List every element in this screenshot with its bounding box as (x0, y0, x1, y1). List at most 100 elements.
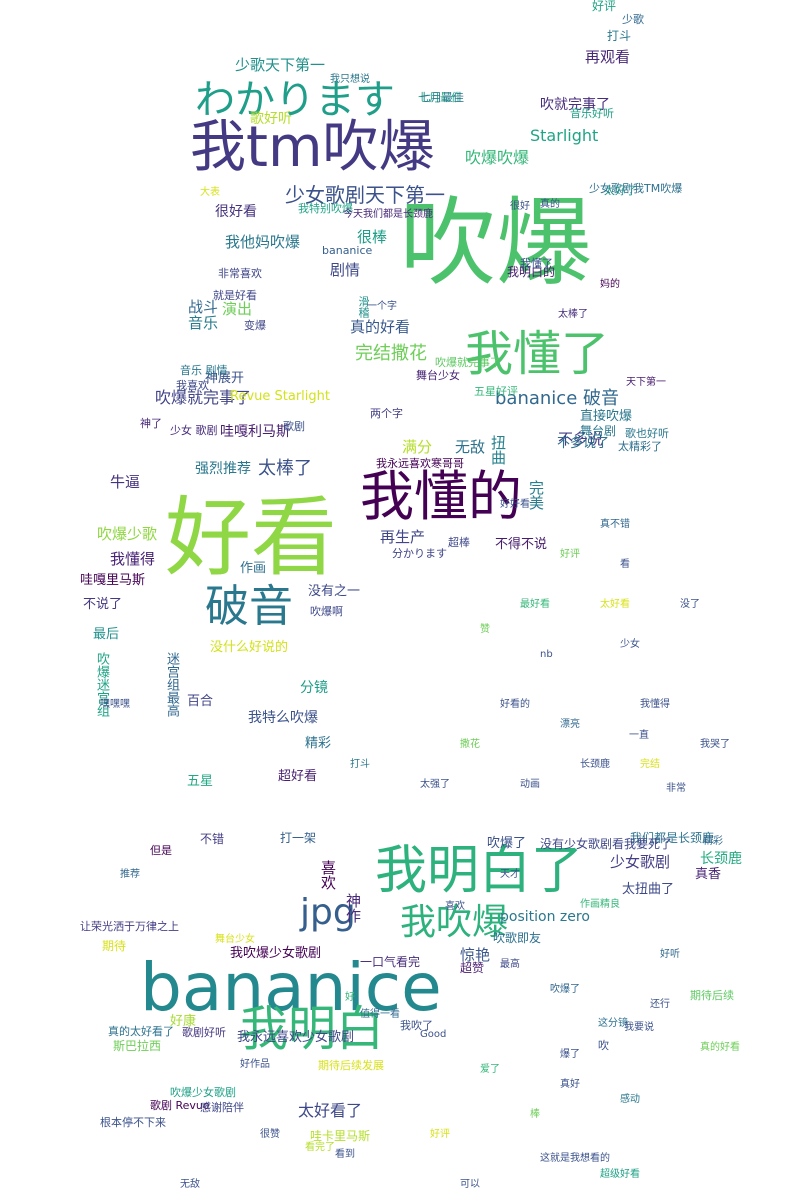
cloud-word: 超棒 (448, 536, 470, 549)
cloud-word: 不说了 (83, 597, 123, 612)
cloud-word: 好评 (430, 1129, 450, 1140)
cloud-word: 我只想说 (330, 74, 370, 85)
cloud-word: 少女歌剧天下第一 (285, 183, 445, 207)
cloud-word: 我tm吹爆 (190, 115, 435, 180)
cloud-word: 很好看 (215, 204, 257, 220)
cloud-word: 打斗 (607, 29, 632, 43)
cloud-word: 斯巴拉西 (113, 1039, 162, 1053)
cloud-word: 少女 (620, 639, 640, 650)
cloud-word: 大表 (200, 187, 220, 198)
cloud-word: 太精彩了 (618, 440, 662, 453)
cloud-word: 我喜欢 (176, 379, 209, 392)
cloud-word: 少女 歌剧 (170, 424, 218, 437)
cloud-word: 破音 (205, 581, 293, 632)
cloud-word: 这就是我想看的 (540, 1153, 610, 1164)
cloud-word: 好看的 (500, 699, 530, 710)
cloud-word: 期待后续发展 (318, 1059, 384, 1072)
cloud-word: 期待 (102, 939, 127, 953)
cloud-word: 很赞 (260, 1129, 280, 1140)
cloud-word: jpg (300, 892, 356, 933)
cloud-word: 吹爆啊 (310, 605, 343, 618)
cloud-word: 打一架 (280, 831, 317, 845)
cloud-word: 吹爆了 (550, 984, 580, 995)
cloud-word: 音乐好听 (570, 107, 614, 120)
cloud-word: 分かります (392, 547, 447, 560)
cloud-word: 很棒 (357, 228, 388, 246)
cloud-word: 好评 (592, 0, 617, 13)
cloud-word: 太扭曲了 (622, 882, 675, 897)
cloud-word: bananice (322, 244, 373, 257)
cloud-word: 喜欢 (445, 901, 465, 912)
cloud-word: 无敌 (180, 1179, 200, 1190)
cloud-word: 七月最佳 (418, 91, 462, 104)
cloud-word: 不多说了 (557, 436, 610, 451)
cloud-word: 作画精良 (580, 899, 620, 910)
cloud-word: 超好看 (278, 769, 318, 784)
cloud-word: 非常喜欢 (218, 267, 262, 280)
cloud-word: 看到 (335, 1149, 355, 1160)
cloud-word: 音乐 剧情 (180, 364, 228, 377)
cloud-word: 我懂的 (360, 465, 522, 528)
cloud-word: 我要说 (624, 1022, 654, 1033)
cloud-word: 长颈鹿 (580, 759, 610, 770)
cloud-word: 真香 (695, 867, 722, 882)
cloud-word: 不多说 (558, 430, 604, 448)
cloud-word: 真的好看 (700, 1042, 740, 1053)
cloud-word: 动画 (520, 779, 540, 790)
cloud-word: 推荐 (120, 869, 140, 880)
cloud-word: 五星好评 (474, 385, 518, 398)
cloud-word: 好康 (170, 1014, 197, 1029)
cloud-word: 我特别吹爆 (298, 202, 353, 215)
cloud-word: 我们都是长颈鹿 (630, 831, 715, 845)
cloud-word: 完结撒花 (355, 343, 427, 364)
cloud-word: 棒 (530, 1109, 540, 1120)
cloud-word: 强烈推荐 (195, 461, 251, 477)
cloud-word: 作画 (240, 561, 267, 576)
cloud-word: 我特么吹爆 (248, 710, 318, 726)
cloud-word: 一口气看完 (360, 955, 421, 969)
cloud-word: 两个字 (370, 407, 403, 420)
cloud-word: 完美 (527, 480, 545, 510)
cloud-word: 我吹爆少女歌剧 (230, 946, 322, 961)
cloud-word: 这分镜 (598, 1018, 628, 1029)
cloud-word: 感谢陪伴 (200, 1101, 244, 1114)
cloud-word: 超级好看 (600, 1169, 640, 1180)
cloud-word: 我哭了 (700, 739, 730, 750)
cloud-word: Good (420, 1029, 447, 1040)
cloud-word: 但是 (150, 844, 172, 857)
cloud-word: 真不错 (600, 519, 630, 530)
cloud-word: nb (540, 649, 553, 660)
cloud-word: 好好看 (500, 499, 530, 510)
cloud-word: 让荣光洒于万律之上 (80, 920, 179, 933)
cloud-word: 满分 (402, 438, 433, 456)
cloud-word: 爱了 (480, 1064, 500, 1075)
cloud-word: 惊艳 (460, 946, 491, 964)
cloud-word: 完结 (640, 759, 660, 770)
cloud-word: 我懂了 (520, 257, 553, 270)
cloud-word: 没了 (680, 599, 700, 610)
cloud-word: bananice (140, 949, 442, 1026)
cloud-word: 吹 (598, 1039, 609, 1052)
cloud-word: 歌好听 (250, 111, 292, 127)
cloud-word: 最好看 (520, 599, 550, 610)
cloud-word: 舞台剧 (580, 424, 617, 438)
cloud-word: 嘿嘿嘿 (100, 699, 130, 710)
cloud-word: 根本停不下来 (100, 1116, 166, 1129)
cloud-word: 神了 (140, 417, 162, 430)
cloud-word: 妈的 (600, 279, 620, 290)
cloud-word: 没什么好说的 (210, 640, 289, 655)
cloud-word: 吹爆了 (487, 836, 527, 851)
cloud-word: 漂亮 (560, 719, 580, 730)
cloud-word: 我明白了 (375, 841, 584, 901)
cloud-word: わかります (195, 77, 395, 123)
cloud-word: 五星 (187, 774, 214, 789)
cloud-word: 少歌 (622, 13, 644, 26)
cloud-word: 百合 (187, 694, 214, 709)
cloud-word: 爆了 (560, 1049, 580, 1060)
cloud-word: 直接吹爆 (580, 409, 633, 424)
cloud-word: 吹爆迷宫组 (94, 652, 109, 717)
cloud-word: 我吹了 (400, 1019, 433, 1032)
cloud-word: 迷宫组最高 (164, 652, 179, 717)
cloud-word: 太棒了 (558, 309, 588, 320)
